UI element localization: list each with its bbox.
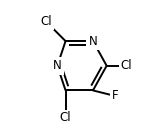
- Text: Cl: Cl: [60, 111, 71, 124]
- Text: Cl: Cl: [120, 59, 132, 72]
- Text: N: N: [89, 35, 97, 48]
- Text: N: N: [53, 59, 62, 72]
- Text: F: F: [112, 89, 118, 102]
- Text: Cl: Cl: [41, 15, 52, 28]
